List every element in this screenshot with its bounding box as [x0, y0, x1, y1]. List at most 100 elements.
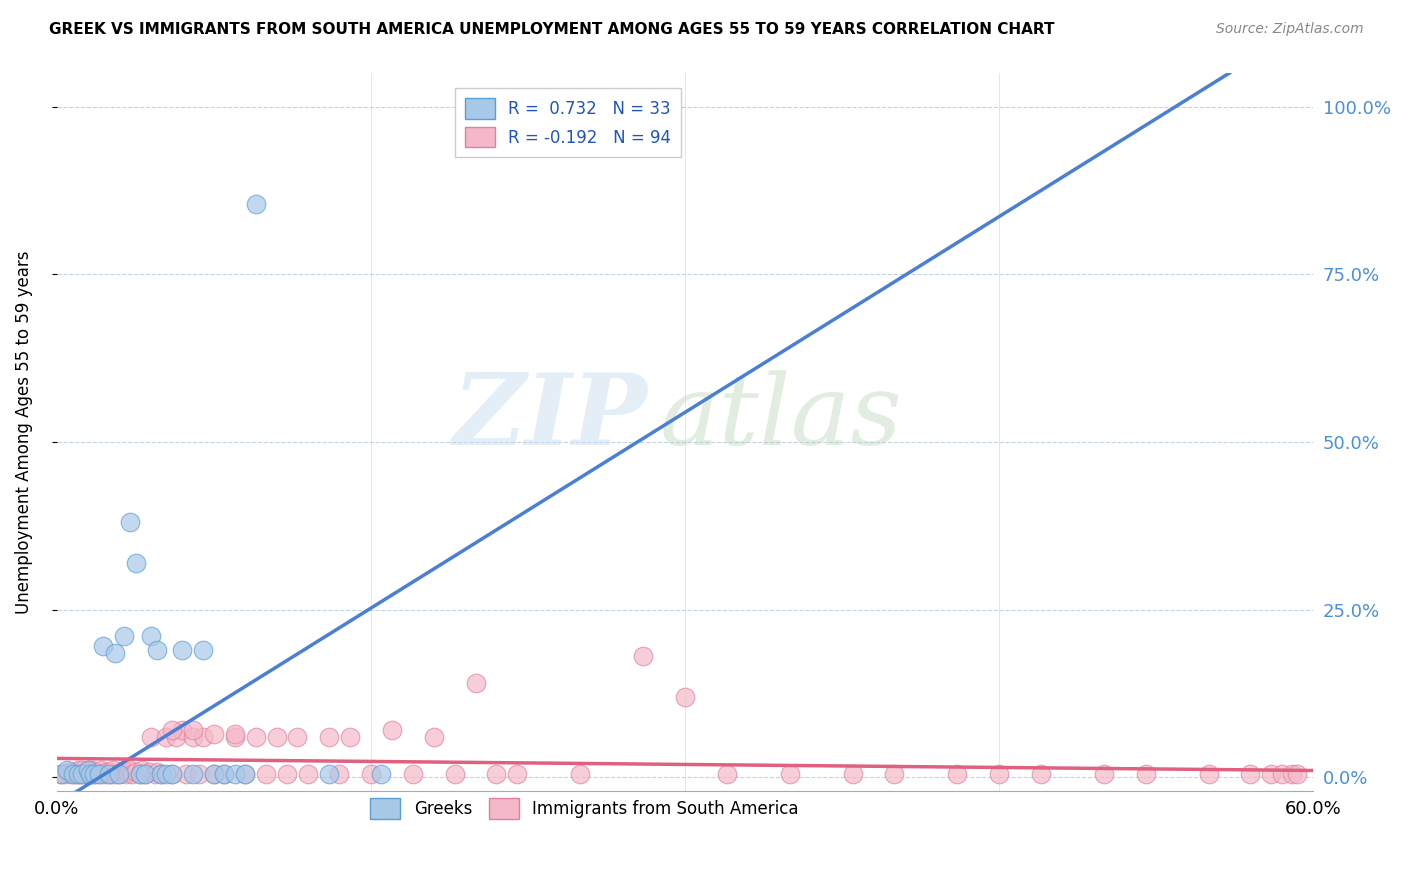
Point	[287, 730, 309, 744]
Point	[139, 730, 162, 744]
Point	[139, 629, 162, 643]
Point	[79, 767, 101, 781]
Legend: Greeks, Immigrants from South America: Greeks, Immigrants from South America	[364, 792, 806, 825]
Text: atlas: atlas	[659, 370, 903, 465]
Point	[66, 767, 89, 781]
Text: Source: ZipAtlas.com: Source: ZipAtlas.com	[1216, 22, 1364, 37]
Point	[245, 730, 267, 744]
Point	[1029, 767, 1052, 781]
Point	[49, 767, 72, 781]
Point	[779, 767, 801, 781]
Point	[56, 764, 79, 778]
Point	[91, 767, 114, 781]
Point	[87, 767, 110, 781]
Point	[104, 767, 127, 781]
Point	[143, 767, 166, 781]
Point	[160, 723, 183, 738]
Point	[146, 764, 169, 779]
Point	[87, 767, 110, 781]
Point	[276, 767, 298, 781]
Point	[176, 767, 198, 781]
Point	[485, 767, 508, 781]
Point	[101, 764, 124, 778]
Point	[402, 767, 425, 781]
Text: ZIP: ZIP	[453, 369, 647, 466]
Point	[233, 767, 256, 781]
Point	[108, 767, 131, 781]
Point	[96, 767, 118, 781]
Point	[181, 723, 204, 738]
Point	[100, 767, 122, 781]
Point	[181, 767, 204, 781]
Point	[506, 767, 529, 781]
Point	[172, 642, 194, 657]
Point	[77, 767, 100, 781]
Point	[129, 767, 152, 781]
Point	[370, 767, 392, 781]
Point	[53, 767, 76, 781]
Point	[188, 767, 211, 781]
Point	[49, 767, 72, 781]
Point	[77, 764, 100, 778]
Point	[104, 646, 127, 660]
Point	[422, 730, 444, 744]
Point	[673, 690, 696, 704]
Point	[150, 767, 173, 781]
Point	[98, 767, 121, 781]
Point	[70, 767, 93, 781]
Point	[212, 767, 235, 781]
Point	[121, 767, 143, 781]
Point	[202, 767, 225, 781]
Point	[75, 764, 97, 779]
Point	[883, 767, 905, 781]
Point	[297, 767, 319, 781]
Point	[1239, 767, 1261, 781]
Point	[1198, 767, 1220, 781]
Point	[193, 642, 215, 657]
Point	[155, 767, 177, 781]
Point	[62, 764, 84, 779]
Point	[328, 767, 350, 781]
Point	[318, 730, 340, 744]
Text: GREEK VS IMMIGRANTS FROM SOUTH AMERICA UNEMPLOYMENT AMONG AGES 55 TO 59 YEARS CO: GREEK VS IMMIGRANTS FROM SOUTH AMERICA U…	[49, 22, 1054, 37]
Point	[66, 767, 89, 781]
Point	[339, 730, 361, 744]
Point	[160, 767, 183, 781]
Point	[946, 767, 969, 781]
Point	[233, 767, 256, 781]
Point	[70, 764, 93, 778]
Point	[94, 764, 117, 779]
Point	[1285, 767, 1308, 781]
Point	[443, 767, 465, 781]
Point	[193, 730, 215, 744]
Point	[83, 767, 105, 781]
Point	[988, 767, 1011, 781]
Point	[569, 767, 592, 781]
Point	[1260, 767, 1282, 781]
Point	[77, 764, 100, 778]
Point	[79, 767, 101, 781]
Point	[134, 767, 156, 781]
Point	[464, 676, 486, 690]
Point	[138, 764, 160, 779]
Point	[150, 767, 173, 781]
Point	[83, 767, 105, 781]
Point	[125, 764, 148, 779]
Point	[134, 767, 156, 781]
Point	[631, 649, 654, 664]
Point	[165, 730, 187, 744]
Point	[129, 767, 152, 781]
Point	[224, 726, 246, 740]
Point	[112, 764, 135, 778]
Point	[318, 767, 340, 781]
Point	[212, 767, 235, 781]
Point	[73, 767, 96, 781]
Point	[117, 764, 139, 779]
Point	[266, 730, 288, 744]
Point	[224, 767, 246, 781]
Point	[224, 730, 246, 744]
Point	[114, 767, 136, 781]
Point	[841, 767, 863, 781]
Point	[181, 730, 204, 744]
Point	[1271, 767, 1294, 781]
